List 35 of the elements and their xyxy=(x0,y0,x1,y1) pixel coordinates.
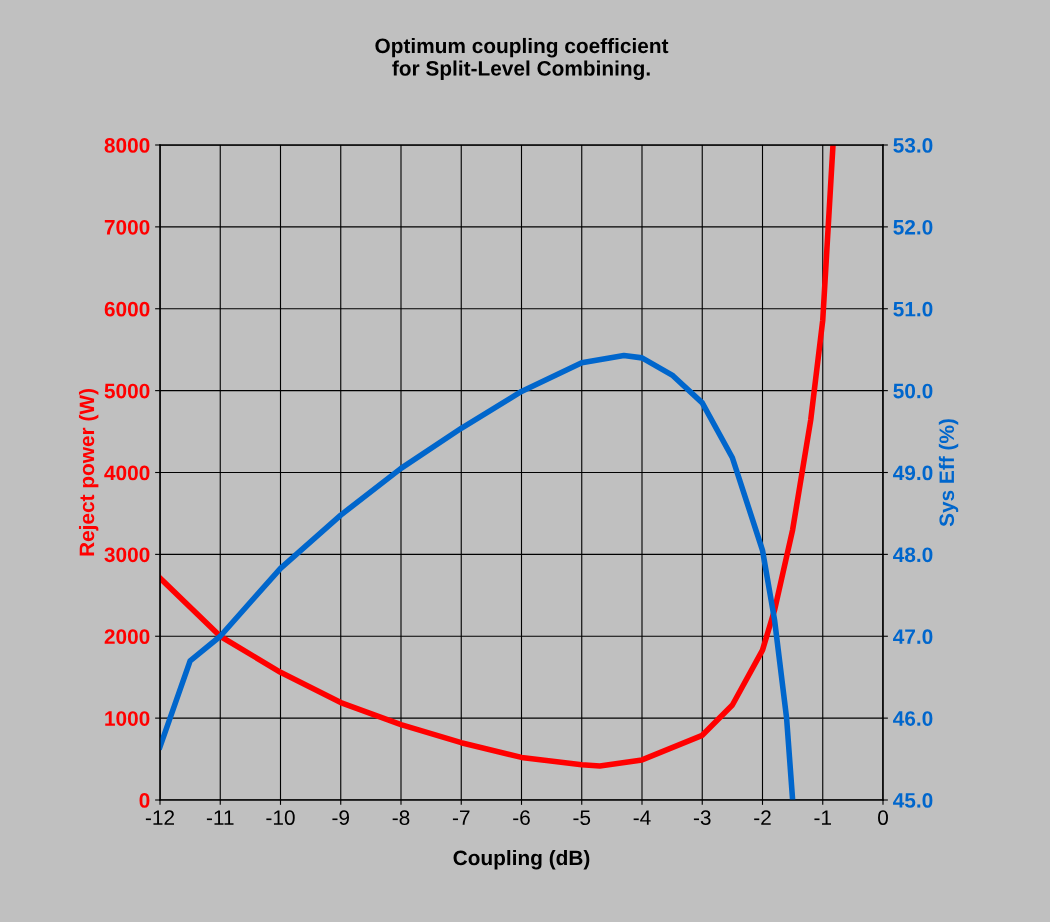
y-tick-label: 8000 xyxy=(104,138,150,153)
x-tick-label: -5 xyxy=(573,810,591,826)
x-tick-label: -4 xyxy=(633,810,651,825)
y-tick-label: 4000 xyxy=(104,465,150,481)
x-tick-label: -11 xyxy=(206,810,234,825)
y-tick-label: 2000 xyxy=(104,629,150,644)
chart-title: Optimum coupling coefficient for Split-Level Combining. xyxy=(375,37,669,80)
y-tick-label: 7000 xyxy=(104,219,150,235)
x-tick-label: -1 xyxy=(814,810,831,825)
y-tick-label: 3000 xyxy=(104,547,150,563)
x-tick-label: -10 xyxy=(266,810,295,826)
y-axis-title: Reject power (W) xyxy=(78,389,99,556)
y-tick-label: 1000 xyxy=(105,711,150,726)
x-tick-label: -2 xyxy=(754,810,771,825)
y-tick-label: 0 xyxy=(139,793,150,808)
y2-tick-label: 53.0 xyxy=(893,138,933,153)
y2-tick-label: 47.0 xyxy=(893,629,933,644)
x-tick-label: 0 xyxy=(878,810,888,826)
y-tick-label: 5000 xyxy=(104,383,150,399)
x-tick-label: -8 xyxy=(392,810,410,826)
x-tick-label: -6 xyxy=(513,810,530,826)
y2-axis-title: Sys Eff (%) xyxy=(938,419,959,527)
y2-tick-label: 52.0 xyxy=(893,219,933,235)
x-tick-label: -3 xyxy=(693,810,711,826)
x-tick-label: -9 xyxy=(332,810,350,826)
x-tick-label: -12 xyxy=(145,810,175,825)
x-axis-title: Coupling (dB) xyxy=(453,849,590,870)
y2-tick-label: 50.0 xyxy=(893,383,933,399)
y2-tick-label: 48.0 xyxy=(893,547,933,563)
y2-tick-label: 46.0 xyxy=(893,711,933,726)
x-tick-label: -7 xyxy=(452,810,470,825)
y-tick-label: 6000 xyxy=(104,301,150,317)
y2-tick-label: 51.0 xyxy=(893,301,933,317)
y2-tick-label: 45.0 xyxy=(893,793,933,808)
y2-tick-label: 49.0 xyxy=(893,465,933,481)
